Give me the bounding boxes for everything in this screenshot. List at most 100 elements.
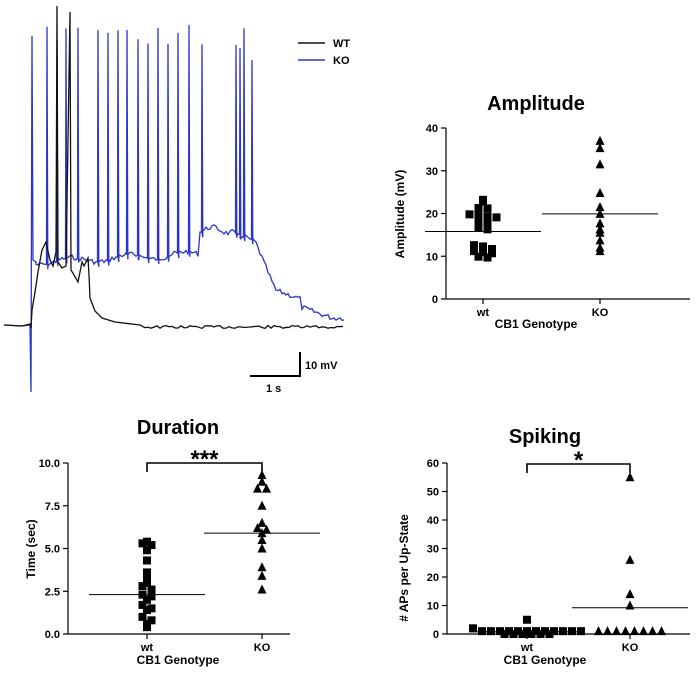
data-point-wt	[138, 539, 147, 548]
data-point-wt	[147, 585, 156, 594]
data-point-wt	[470, 247, 478, 256]
data-point-wt	[143, 556, 151, 565]
significance-label: *	[574, 447, 584, 474]
data-point-ko	[595, 187, 605, 197]
data-point-ko	[648, 626, 657, 636]
data-point-wt	[483, 220, 492, 229]
data-point-wt	[523, 627, 531, 636]
data-point-wt	[147, 604, 156, 613]
data-point-wt	[550, 627, 558, 636]
data-point-wt	[483, 225, 492, 234]
data-point-wt	[143, 546, 151, 555]
trace-panel: WT KO 10 mV 1 s	[3, 5, 350, 395]
data-point-wt	[479, 247, 487, 256]
data-point-wt	[143, 571, 151, 580]
data-point-wt	[514, 627, 522, 636]
data-point-ko	[603, 626, 612, 636]
wt-voltage-trace	[3, 5, 344, 330]
y-tick-label: 10	[426, 251, 438, 263]
x-tick-label-ko: KO	[592, 307, 609, 319]
y-tick-label: 20	[427, 572, 439, 584]
x-tick-label-wt: wt	[520, 642, 534, 654]
data-point-ko	[595, 135, 605, 145]
y-tick-label: 40	[427, 515, 439, 527]
data-point-ko	[621, 626, 630, 636]
data-point-wt	[505, 627, 513, 636]
data-point-wt	[138, 612, 147, 621]
x-tick-label-ko: KO	[622, 642, 639, 654]
data-point-wt	[474, 252, 483, 261]
data-point-wt	[474, 203, 483, 212]
data-point-ko	[595, 235, 605, 245]
x-axis-label: CB1 Genotype	[495, 317, 578, 331]
y-tick-label: 10	[427, 601, 439, 613]
y-tick-label: 60	[427, 458, 439, 470]
chart-title: Duration	[137, 417, 219, 439]
data-point-wt	[483, 204, 492, 213]
data-point-wt	[469, 624, 477, 633]
y-tick-label: 50	[427, 487, 439, 499]
y-axis-label: Amplitude (mV)	[393, 170, 407, 259]
data-point-wt	[492, 213, 501, 222]
data-point-ko	[625, 589, 635, 599]
data-point-ko	[257, 562, 267, 572]
y-tick-label: 40	[426, 123, 438, 135]
data-point-ko	[257, 534, 267, 544]
data-point-ko	[257, 543, 267, 553]
y-tick-label: 30	[427, 544, 439, 556]
data-point-wt	[532, 627, 540, 636]
data-point-wt	[474, 216, 483, 225]
trace-legend: WT KO	[298, 38, 350, 67]
data-point-wt	[488, 249, 496, 258]
data-point-wt	[465, 210, 474, 219]
data-point-ko	[625, 472, 635, 482]
scale-bar-time-label: 1 s	[266, 383, 281, 395]
y-tick-label: 5.0	[45, 544, 60, 556]
y-tick-label: 0	[432, 294, 438, 306]
significance-bracket	[146, 462, 263, 472]
data-point-wt	[143, 578, 151, 587]
x-axis-label: CB1 Genotype	[504, 653, 587, 667]
data-point-ko	[612, 626, 621, 636]
y-axis-label: # APs per Up-State	[397, 514, 411, 622]
data-point-wt	[138, 582, 147, 591]
y-tick-label: 7.5	[45, 501, 60, 513]
data-point-wt	[568, 627, 576, 636]
scale-bar-voltage-label: 10 mV	[305, 360, 338, 372]
y-tick-label: 20	[426, 209, 438, 221]
data-point-ko	[595, 159, 605, 169]
data-point-ko	[625, 600, 635, 610]
data-point-wt	[474, 223, 483, 232]
y-tick-label: 10.0	[39, 458, 60, 470]
data-point-wt	[138, 600, 147, 609]
x-tick-label-wt: wt	[140, 642, 154, 654]
data-point-ko	[595, 227, 605, 237]
data-point-wt	[541, 627, 549, 636]
significance-bracket	[526, 463, 631, 473]
data-point-ko	[595, 202, 605, 212]
data-point-ko	[262, 524, 271, 534]
scale-bar: 10 mV 1 s	[250, 352, 338, 395]
data-point-wt	[488, 244, 496, 253]
legend-label-ko: KO	[333, 55, 350, 67]
data-point-wt	[487, 627, 495, 636]
data-point-wt	[147, 541, 156, 550]
y-axis-label: Time (sec)	[24, 519, 38, 578]
data-point-wt	[147, 616, 156, 625]
data-point-wt	[479, 197, 487, 206]
data-point-ko	[594, 626, 603, 636]
data-point-wt	[143, 623, 151, 632]
data-point-wt	[536, 630, 545, 638]
data-point-wt	[518, 630, 527, 638]
y-tick-label: 2.5	[45, 586, 60, 598]
data-point-ko	[253, 483, 262, 493]
data-point-ko	[595, 218, 605, 228]
y-tick-label: 30	[426, 166, 438, 178]
data-point-wt	[478, 627, 486, 636]
data-point-ko	[595, 246, 605, 256]
data-point-ko	[257, 517, 267, 527]
data-point-ko	[257, 476, 267, 486]
data-point-ko	[595, 143, 605, 153]
data-point-wt	[483, 212, 492, 221]
